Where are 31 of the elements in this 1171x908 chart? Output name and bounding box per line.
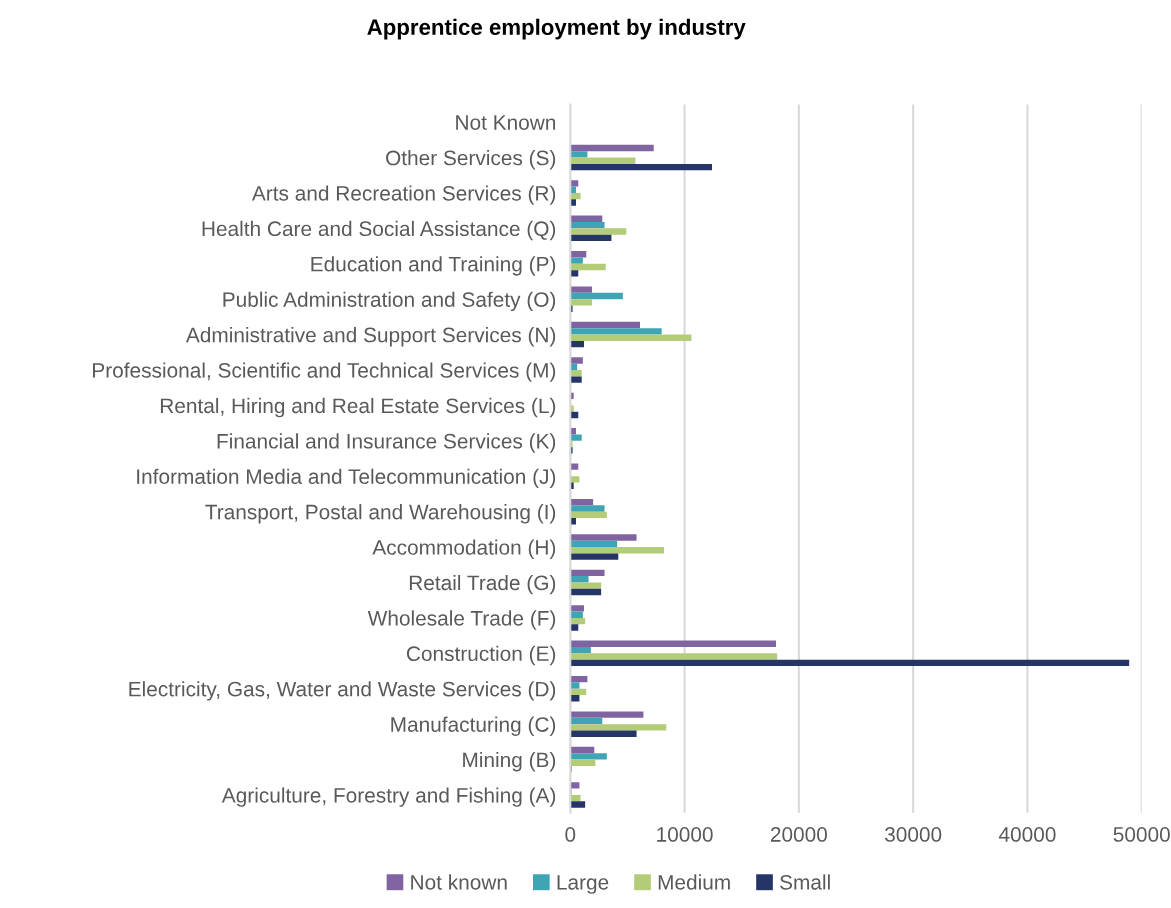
y-tick-label: Electricity, Gas, Water and Waste Services (D): [129, 681, 556, 701]
chart-title: Apprentice employment by industry: [367, 18, 746, 40]
y-tick-label: Construction (E): [406, 645, 556, 666]
y-tick-label: Information Media and Telecommunication (J): [137, 468, 556, 489]
y-tick-label: Public Administration and Safety (O): [223, 291, 556, 312]
y-tick-label: Rental, Hiring and Real Estate Services (L): [160, 397, 556, 418]
y-tick-label: Professional, Scientific and Technical Services (M): [93, 362, 556, 382]
y-tick-label: Agriculture, Forestry and Fishing (A): [221, 787, 556, 807]
y-tick-label: Transport, Postal and Warehousing (I): [205, 504, 556, 524]
x-tick-label: 50000: [1113, 827, 1170, 842]
x-tick-label: 20000: [770, 827, 828, 842]
y-tick-label: Health Care and Social Assistance (Q): [202, 220, 556, 241]
y-tick-label: Manufacturing (C): [391, 716, 556, 736]
y-tick-label: Administrative and Support Services (N): [185, 327, 556, 347]
x-tick-label: 10000: [657, 827, 713, 842]
legend-label: Not known: [411, 874, 507, 890]
y-tick-label: Retail Trade (G): [409, 574, 556, 595]
y-tick-label: Wholesale Trade (F): [367, 610, 556, 630]
y-tick-label: Other Services (S): [386, 149, 556, 170]
x-tick-label: 40000: [998, 827, 1056, 842]
y-tick-label: Accommodation (H): [372, 539, 556, 559]
x-tick-label: 30000: [884, 827, 942, 842]
legend-label: Large: [557, 875, 609, 894]
y-tick-label: Arts and Recreation Services (R): [251, 185, 556, 205]
legend-label: Medium: [658, 874, 730, 890]
y-tick-label: Education and Training (P): [311, 256, 556, 276]
x-tick-label: 0: [565, 827, 576, 842]
y-tick-label: Financial and Insurance Services (K): [217, 433, 556, 453]
y-tick-label: Mining (B): [463, 751, 556, 772]
y-tick-label: Not Known: [456, 115, 556, 130]
legend-label: Small: [780, 874, 830, 890]
